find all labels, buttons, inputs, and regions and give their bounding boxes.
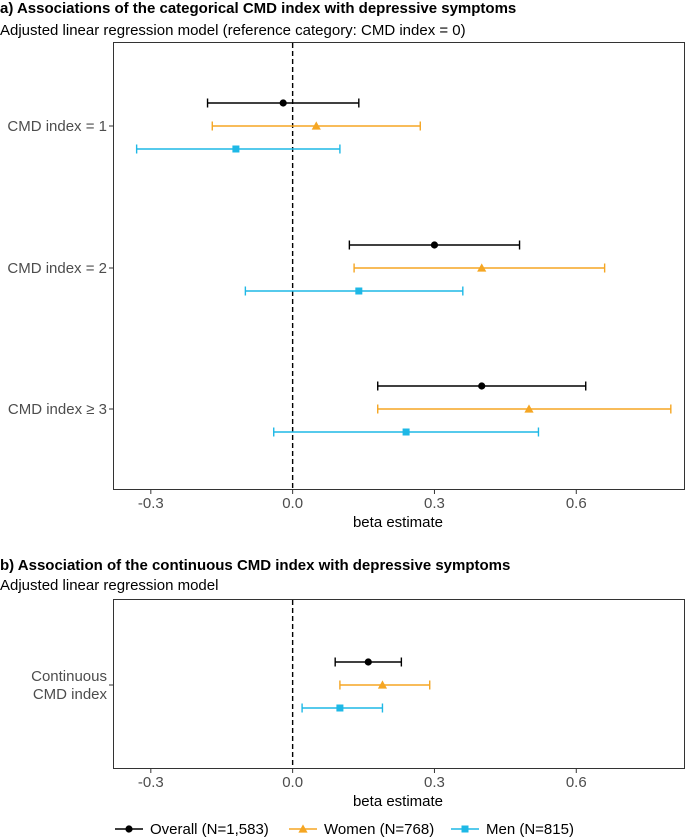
panel-a-women-estimate <box>211 121 421 131</box>
legend-item-overall: Overall (N=1,583) <box>115 821 269 838</box>
men-point-marker <box>232 145 240 153</box>
panel-a-xlabel: beta estimate <box>353 514 443 531</box>
panel-a-title: a) Associations of the categorical CMD i… <box>0 0 516 17</box>
panel-a-category-label: CMD index = 2 <box>7 260 107 277</box>
women-point-marker <box>377 680 388 689</box>
men-point-marker <box>355 287 363 295</box>
panel-a-men-estimate <box>135 144 341 154</box>
panel-b-xtick-label: 0.3 <box>424 774 445 791</box>
panel-a-overall-estimate <box>348 240 521 250</box>
panel-b-title: b) Association of the continuous CMD ind… <box>0 557 510 574</box>
panel-a-category-label: CMD index = 1 <box>7 118 107 135</box>
panel-b-xtick-label: 0.6 <box>566 774 587 791</box>
legend-women-marker <box>298 824 308 833</box>
women-point-marker <box>524 404 534 413</box>
panel-a-xtick-label: 0.0 <box>282 495 303 512</box>
panel-b-subtitle: Adjusted linear regression model <box>0 577 218 594</box>
panel-b-xlabel: beta estimate <box>353 793 443 810</box>
panel-b-border <box>113 599 685 769</box>
panel-a-overall-estimate <box>377 381 587 391</box>
women-point-marker <box>311 121 321 130</box>
panel-b-xtick-label: 0.0 <box>282 774 303 791</box>
overall-point-marker <box>364 658 372 666</box>
legend-men-marker <box>461 825 469 833</box>
panel-b-plot: -0.3 0.0 0.3 0.6 Continuous CMD index <box>31 599 685 791</box>
panel-a-category-label: CMD index ≥ 3 <box>8 401 107 418</box>
panel-a-women-estimate <box>353 263 606 273</box>
panel-a-subtitle: Adjusted linear regression model (refere… <box>0 22 466 39</box>
men-point-marker <box>336 704 344 712</box>
panel-a-men-estimate <box>244 286 464 296</box>
panel-b-women-estimate <box>339 680 431 690</box>
overall-point-marker <box>430 241 439 249</box>
panel-b-men-estimate <box>301 703 384 713</box>
legend-item-men: Men (N=815) <box>451 821 574 838</box>
overall-point-marker <box>478 382 486 390</box>
legend-item-women: Women (N=768) <box>289 821 434 838</box>
panel-a-border <box>113 42 685 490</box>
men-point-marker <box>402 428 410 436</box>
legend-men-label: Men (N=815) <box>486 821 574 838</box>
legend-overall-label: Overall (N=1,583) <box>150 821 269 838</box>
legend-women-label: Women (N=768) <box>324 821 434 838</box>
women-point-marker <box>477 263 487 272</box>
panel-a-xtick-label: 0.6 <box>566 495 587 512</box>
panel-a-overall-estimate <box>206 98 360 108</box>
panel-a-men-estimate <box>273 427 540 437</box>
panel-a-xtick-label: 0.3 <box>424 495 445 512</box>
panel-b-overall-estimate <box>334 657 403 667</box>
panel-a-xtick-label: -0.3 <box>138 495 164 512</box>
panel-b-category-label: Continuous CMD index <box>31 668 107 703</box>
legend: Overall (N=1,583) Women (N=768) Men (N=815… <box>115 821 574 838</box>
panel-a-women-estimate <box>377 404 672 414</box>
panel-a-plot: -0.3 0.0 0.3 0.6 CMD index = 1 CMD index = 2 C… <box>7 42 685 512</box>
panel-b-xtick-label: -0.3 <box>138 774 164 791</box>
legend-overall-marker <box>125 825 133 833</box>
overall-point-marker <box>279 99 287 107</box>
